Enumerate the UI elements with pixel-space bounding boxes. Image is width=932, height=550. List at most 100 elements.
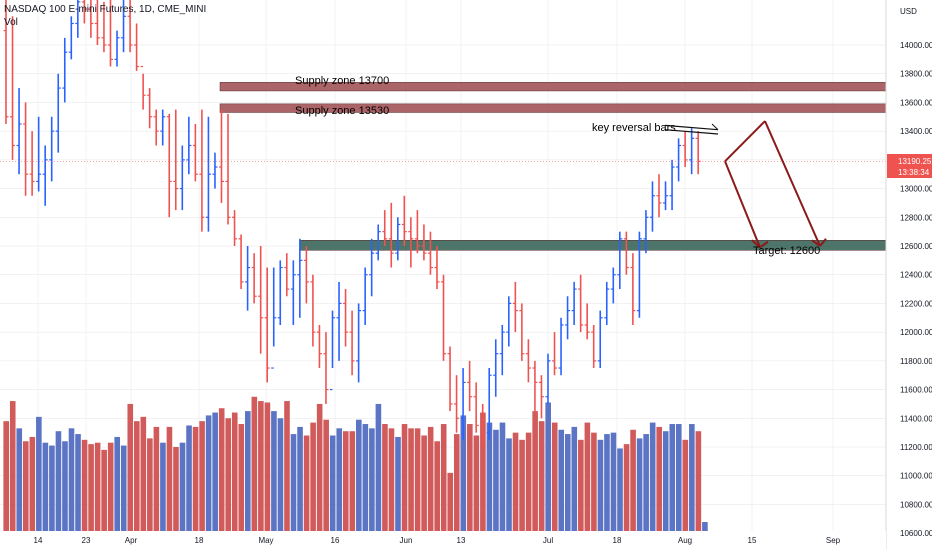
ohlc-bar [460,368,466,440]
ohlc-bar [656,174,662,218]
ohlc-bar [512,281,518,333]
volume-bar [231,412,238,531]
price-tick-label: 13600.00 [900,98,932,107]
ohlc-bar [323,332,329,404]
volume-bar [610,432,617,531]
volume-bar [421,435,427,531]
volume-bar [284,401,290,531]
ohlc-bar [42,145,48,206]
ohlc-bar [473,382,479,433]
price-tick-label: 13800.00 [900,70,932,79]
volume-bar [75,434,81,531]
ohlc-bar [669,159,675,211]
volume-bar [538,421,545,531]
volume-bar [316,403,323,531]
volume-bar [264,402,271,531]
time-tick-label: 13 [457,536,466,545]
price-tick-label: 10800.00 [900,500,932,509]
price-tick-label: 12000.00 [900,328,932,337]
volume-bar [675,424,682,531]
volume-bar [427,426,434,531]
price-tick-label: 11200.00 [900,443,932,452]
ohlc-bar [336,281,342,361]
volume-bar [205,415,212,531]
ohlc-bar [617,231,623,290]
volume-bar [473,435,480,531]
ohlc-bar [232,210,238,246]
ohlc-bar [695,131,701,175]
ohlc-bar [290,260,296,325]
volume-bar [584,422,591,531]
volume-bar [480,412,486,531]
ohlc-bar [395,217,401,261]
price-tick-label: 13000.00 [900,185,932,194]
volume-bar [49,445,55,531]
ohlc-bar [179,145,185,211]
ohlc-bar [147,88,153,129]
volume-bar [617,448,623,531]
price-tick-label: 12200.00 [900,299,932,308]
volume-bar [578,439,584,531]
volume-bar [9,401,16,531]
arrowhead-c [811,239,821,247]
bar-countdown: 13:38:34 [898,168,930,177]
time-tick-label: 23 [82,536,91,545]
volume-bar [303,435,310,531]
volume-bar [702,522,708,531]
ohlc-bar [121,0,127,53]
volume-bar [16,428,23,531]
ohlc-bar [682,131,688,168]
reversal-pointer-head [711,123,719,131]
ohlc-bar [245,246,251,311]
ohlc-bar [88,0,94,38]
volume-bar [689,424,695,531]
price-tick-label: 10600.00 [900,529,932,538]
key-reversal-label: key reversal bars [592,122,676,134]
ohlc-bar [186,116,192,175]
volume-bar [238,424,245,531]
ohlc-bar [55,73,61,153]
price-tick-label: 12400.00 [900,271,932,280]
ohlc-bar [3,0,9,124]
ohlc-bar [199,109,205,232]
ohlc-bar [525,339,531,383]
volume-label: Vol [4,17,18,28]
ohlc-bar [558,317,564,376]
volume-bar [669,424,676,531]
ohlc-bar [356,303,362,383]
ohlc-bar [107,0,113,67]
ohlc-bar [310,274,316,347]
volume-bar [140,416,147,531]
ohlc-bar [271,267,277,369]
volume-bar [525,432,532,531]
volume-bar [36,416,42,531]
volume-bar [512,432,519,531]
volume-bar [68,428,75,531]
ohlc-bar [284,253,290,297]
ohlc-bar [565,296,571,340]
ohlc-bar [552,332,558,376]
volume-bar [545,402,551,531]
ohlc-bar [264,267,270,383]
ohlc-bar [225,113,231,225]
ohlc-bar [49,116,55,182]
volume-bar [467,424,473,531]
volume-bar [251,396,258,531]
ohlc-bar [604,281,610,325]
volume-bar [212,412,218,531]
time-axis[interactable]: 14 23 Apr 18 May 16 Jun 13 Jul 18 Aug 15 Sep [0,531,886,550]
price-tick-label: 12600.00 [900,242,932,251]
time-tick-label: 18 [613,536,622,545]
price-axis[interactable]: USD 14000.0013800.0013600.0013400.001320… [885,0,932,550]
volume-bar [395,436,401,531]
ohlc-bar [205,116,211,232]
ohlc-bar [375,224,381,261]
time-tick-label: Jul [543,536,553,545]
price-tick-label: 13400.00 [900,127,932,136]
price-tick-label: 14000.00 [900,41,932,50]
volume-bar [551,422,558,531]
volume-bar [532,411,538,531]
ohlc-bar [689,128,695,175]
volume-bars [3,396,708,531]
